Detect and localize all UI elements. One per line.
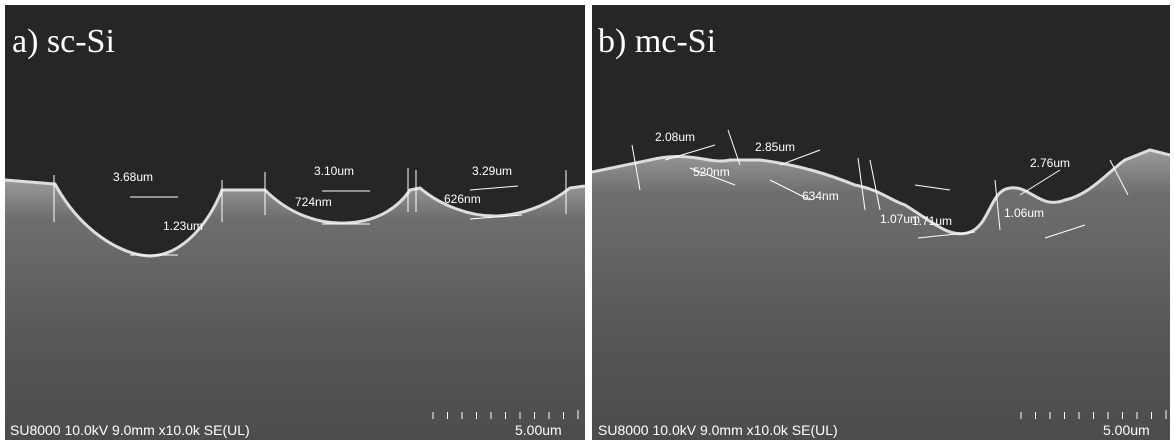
- measurement: 724nm: [295, 195, 332, 209]
- measurement: 634nm: [802, 189, 839, 203]
- scale-label: 5.00um: [1103, 422, 1150, 438]
- measurement: 626nm: [444, 192, 481, 206]
- measurement: 3.10um: [314, 164, 354, 178]
- measurement: 3.29um: [472, 164, 512, 178]
- panel-label: a) sc-Si: [12, 23, 115, 60]
- measurement: 2.08um: [655, 130, 695, 144]
- panel-label: b) mc-Si: [598, 23, 716, 60]
- measurement: 1.06um: [1004, 206, 1044, 220]
- panel-a: [5, 5, 585, 440]
- figure: a) sc-Si 3.68um 1.23um 3.10um 724nm 3.29…: [0, 0, 1174, 443]
- footer: SU8000 10.0kV 9.0mm x10.0k SE(UL): [10, 422, 250, 438]
- footer: SU8000 10.0kV 9.0mm x10.0k SE(UL): [598, 422, 838, 438]
- measurement: 1.23um: [163, 219, 203, 233]
- measurement: 520nm: [693, 165, 730, 179]
- measurement: 2.85um: [755, 140, 795, 154]
- measurement: 2.76um: [1030, 156, 1070, 170]
- scale-label: 5.00um: [515, 422, 562, 438]
- measurement: 1.71um: [912, 214, 952, 228]
- measurement: 3.68um: [113, 170, 153, 184]
